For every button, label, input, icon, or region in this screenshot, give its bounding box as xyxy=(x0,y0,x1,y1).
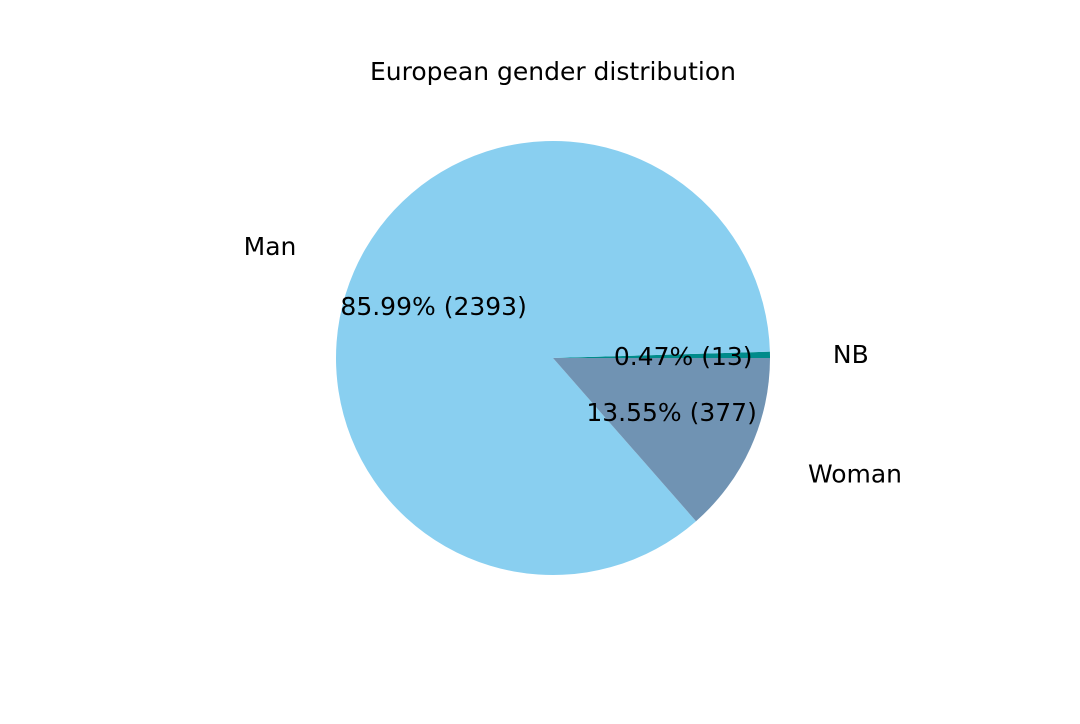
slice-percent-label-man: 85.99% (2393) xyxy=(340,292,526,321)
slice-percent-label-nb: 0.47% (13) xyxy=(614,342,753,371)
pie-slice-nb xyxy=(553,351,770,358)
pie-slice-woman xyxy=(553,358,770,522)
pie-labels: NB 0.47% (13) Man 85.99% (2393) Woman 13.55% … xyxy=(244,232,902,488)
slice-label-man: Man xyxy=(244,232,297,261)
slice-percent-label-woman: 13.55% (377) xyxy=(586,398,757,427)
slice-label-woman: Woman xyxy=(808,460,902,489)
pie-slice-man xyxy=(336,141,770,576)
pie-slices xyxy=(336,141,770,576)
chart-title: European gender distribution xyxy=(370,57,736,86)
slice-label-nb: NB xyxy=(833,340,869,369)
